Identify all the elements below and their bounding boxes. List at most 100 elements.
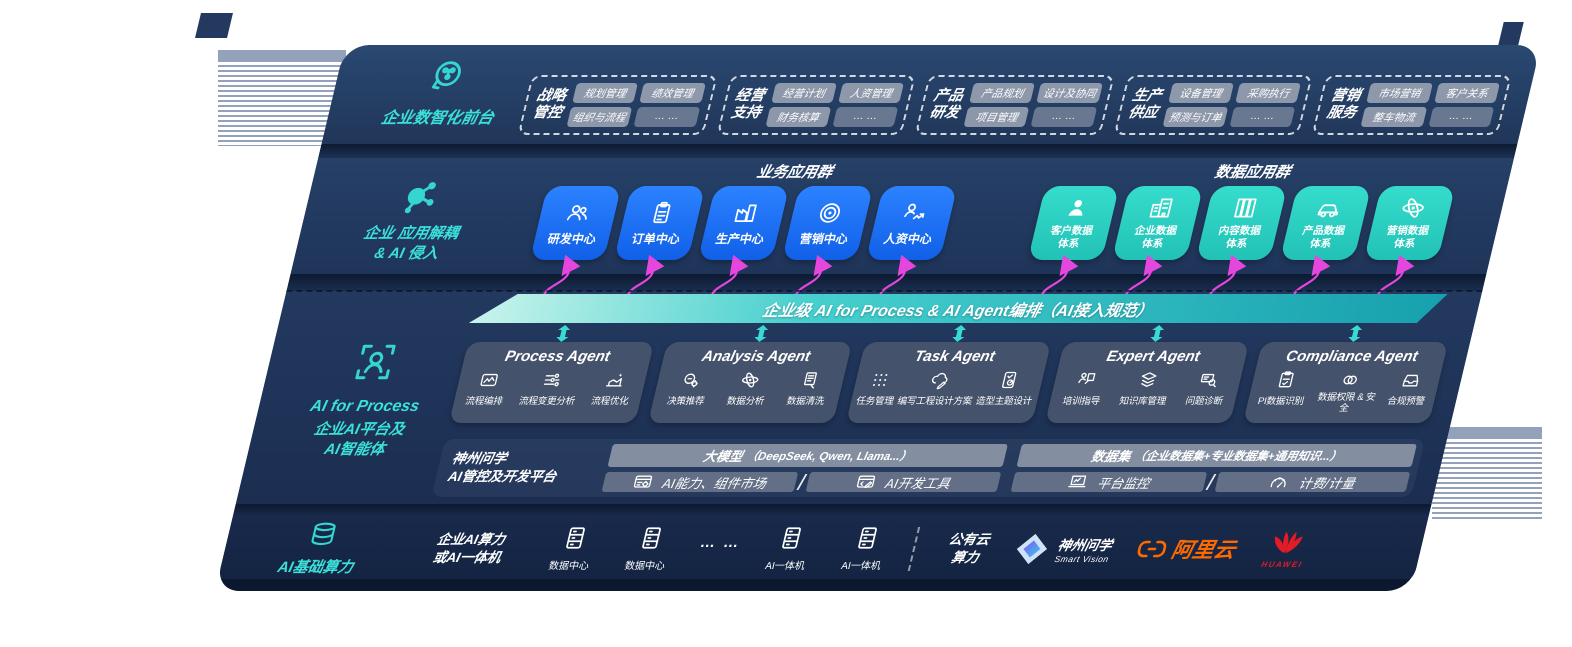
agent-item: 数据清洗 bbox=[785, 370, 831, 407]
group-marketing-service: 营销 服务 市场营销 客户关系 整车物流 … … bbox=[1311, 75, 1512, 135]
compute-label: 企业AI算力 或AI一体机 bbox=[431, 531, 507, 565]
billing-cell: 计费/计量 bbox=[1214, 472, 1411, 492]
data-content-system: 内容数据 体系 bbox=[1195, 186, 1288, 260]
flow-edit-icon bbox=[480, 373, 498, 387]
group-operation-support: 经营 支持 经营计划 人资管理 财务核算 … … bbox=[716, 75, 917, 135]
tag: 设计及协同 bbox=[1036, 83, 1103, 103]
agent-item: 数据权限 & 安全 bbox=[1313, 370, 1382, 415]
dataset-bar: 数据集 （企业数据集+专业数据集+通用知识...） bbox=[1016, 444, 1417, 467]
server-ai-appliance-2: AI一体机 bbox=[834, 525, 897, 572]
task-agent-card: Task Agent 任务管理 编写工程设计方案 造型主题设计 bbox=[846, 342, 1052, 423]
dataset-group: 数据集 （企业数据集+专业数据集+通用知识...） 平台监控 计费/计量 bbox=[1010, 444, 1417, 492]
server-datacenter-1: 数据中心 bbox=[541, 525, 604, 572]
alert-tray-icon bbox=[1402, 374, 1419, 387]
platform-monitor-cell: 平台监控 bbox=[1010, 472, 1207, 492]
dev-tools-cell: AI开发工具 bbox=[805, 472, 1002, 492]
corner-accent-top-left bbox=[195, 13, 233, 38]
building-icon bbox=[1149, 198, 1173, 218]
process-agent-card: Process Agent 流程编排 流程变更分析 流程优化 bbox=[448, 342, 654, 423]
tag: 项目管理 bbox=[963, 107, 1030, 127]
agent-item: 任务管理 bbox=[855, 370, 901, 407]
diagnose-icon bbox=[1200, 373, 1216, 388]
double-arrow-icon bbox=[754, 325, 769, 342]
aliyun-bracket-icon bbox=[1137, 540, 1167, 557]
infra-title: AI基础算力 bbox=[275, 559, 356, 576]
infra-label: AI基础算力 bbox=[238, 520, 402, 577]
data-enterprise-system: 企业数据 体系 bbox=[1111, 186, 1204, 260]
huawei-flower-icon bbox=[1274, 531, 1303, 553]
ellipsis: … … bbox=[698, 534, 743, 551]
team-icon bbox=[566, 204, 587, 220]
infra-row: AI基础算力 企业AI算力 或AI一体机 数据中心 数据中心 … … AI一体机 bbox=[218, 518, 1429, 579]
server-icon bbox=[782, 527, 802, 549]
model-group: 大模型 （DeepSeek, Qwen, Llama...） AI能力、组件市场… bbox=[601, 444, 1008, 492]
compliance-agent-card: Compliance Agent PI数据识别 数据权限 & 安全 合规预警 bbox=[1243, 342, 1449, 423]
expert-agent-card: Expert Agent 培训指导 知识库管理 问题诊断 bbox=[1044, 342, 1250, 423]
tag: 客户关系 bbox=[1433, 83, 1500, 103]
books-icon bbox=[1233, 198, 1257, 218]
ability-market-cell: AI能力、组件市场 bbox=[601, 472, 798, 492]
agent-item: 造型主题设计 bbox=[975, 370, 1040, 407]
server-datacenter-2: 数据中心 bbox=[617, 525, 680, 572]
tag: 采购执行 bbox=[1235, 83, 1302, 103]
flow-change-icon bbox=[543, 373, 560, 387]
ai-label-en: AI for Process bbox=[308, 398, 422, 415]
tag: 财务核算 bbox=[765, 107, 832, 127]
app-layer-title-line1: 企业 应用解耦 bbox=[361, 225, 461, 242]
shelf-edge-4 bbox=[214, 579, 1414, 591]
vertical-dashed-divider bbox=[907, 526, 921, 571]
double-arrow-icon bbox=[952, 325, 967, 342]
tag: 经营计划 bbox=[770, 83, 837, 103]
ai-layer-label: AI for Process 企业AI平台及 AI智能体 bbox=[268, 341, 464, 461]
tag-more: … … bbox=[633, 107, 700, 127]
app-rd-center: 研发中心 bbox=[529, 186, 622, 260]
agent-item: PI数据识别 bbox=[1257, 370, 1312, 407]
agent-item: 问题诊断 bbox=[1184, 370, 1230, 407]
agent-item: 流程变更分析 bbox=[518, 370, 583, 407]
aliyun-logo: 阿里云 bbox=[1134, 534, 1239, 564]
platform-name: AI管控及开发平台 bbox=[446, 469, 558, 484]
agent-item: 知识库管理 bbox=[1118, 370, 1173, 407]
tag-more: … … bbox=[1229, 107, 1296, 127]
person-scan-icon bbox=[355, 344, 396, 380]
business-apps-title: 业务应用群 bbox=[755, 164, 835, 181]
clipboard-icon bbox=[653, 201, 671, 223]
data-marketing-system: 营销数据 体系 bbox=[1363, 186, 1456, 260]
front-office-groups: 战略 管控 规划管理 绩效管理 组织与流程 … … 经营 支持 经营计划 人资管理 … bbox=[517, 75, 1512, 135]
doc-clean-icon bbox=[804, 372, 818, 389]
group-product-rd: 产品 研发 产品规划 设计及协同 项目管理 … … bbox=[914, 75, 1115, 135]
agent-item: 流程优化 bbox=[590, 370, 636, 407]
tag: 设备管理 bbox=[1167, 83, 1235, 103]
ai-orchestration-banner: 企业级 AI for Process & AI Agent编排（AI接入规范） bbox=[469, 294, 1448, 323]
group-strategy-control: 战略 管控 规划管理 绩效管理 组织与流程 … … bbox=[517, 75, 718, 135]
tag: 市场营销 bbox=[1366, 83, 1433, 103]
components-market-icon bbox=[633, 475, 653, 488]
server-icon bbox=[566, 527, 585, 549]
banner-text: 企业级 AI for Process & AI Agent编排（AI接入规范） bbox=[760, 302, 1155, 320]
people-arrows-icon bbox=[904, 203, 925, 219]
tag: 产品规划 bbox=[969, 83, 1036, 103]
platform-brand: 神州问学 bbox=[450, 450, 509, 466]
app-layer-label: 企业 应用解耦 & AI 侵入 bbox=[319, 177, 510, 265]
tag-more: … … bbox=[832, 107, 899, 127]
factory-icon bbox=[734, 204, 757, 222]
analysis-agent-card: Analysis Agent 决策推荐 数据分析 数据清洗 bbox=[647, 342, 853, 423]
smartvision-diamond-icon bbox=[1017, 533, 1048, 564]
main-panel: 企业数智化前台 战略 管控 规划管理 绩效管理 组织与流程 … … 经营 支持 经营… bbox=[214, 45, 1541, 591]
double-arrow-icon bbox=[556, 325, 571, 342]
double-arrow-icon bbox=[1348, 325, 1363, 342]
tag: 整车物流 bbox=[1360, 107, 1427, 127]
agent-item: 编写工程设计方案 bbox=[896, 370, 979, 407]
tag: 绩效管理 bbox=[639, 83, 706, 103]
app-marketing-center: 营销中心 bbox=[781, 186, 874, 260]
data-product-system: 产品数据 体系 bbox=[1279, 186, 1372, 260]
task-grid-icon bbox=[872, 374, 888, 386]
database-icon bbox=[311, 522, 336, 546]
ai-label-zh2: AI智能体 bbox=[322, 441, 387, 459]
brain-icon bbox=[431, 61, 461, 90]
server-row: 数据中心 数据中心 … … AI一体机 AI一体机 bbox=[541, 525, 896, 572]
model-bar: 大模型 （DeepSeek, Qwen, Llama...） bbox=[607, 444, 1008, 467]
person-icon bbox=[1068, 200, 1083, 216]
public-cloud-label: 公有云 算力 bbox=[947, 531, 992, 565]
